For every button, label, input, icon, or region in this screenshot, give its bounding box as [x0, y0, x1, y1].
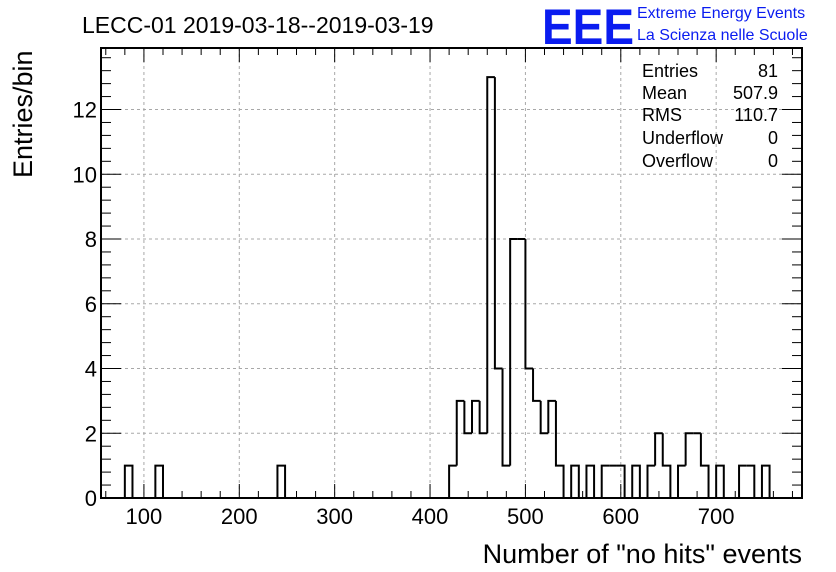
eee-logo: EEE Extreme Energy Events La Scienza nel…	[542, 0, 808, 55]
histogram-bin	[677, 464, 686, 498]
histogram-bin	[154, 464, 164, 498]
x-tick-label: 700	[698, 504, 735, 529]
histogram-bin	[448, 464, 457, 498]
y-tick-label: 12	[73, 98, 97, 123]
histogram-bin	[493, 77, 503, 370]
x-tick-label: 600	[602, 504, 639, 529]
stats-mean-value: 507.9	[733, 83, 778, 103]
stats-overflow-value: 0	[768, 151, 778, 171]
histogram-bin	[486, 76, 495, 434]
y-tick-label: 2	[85, 421, 97, 446]
y-tick-label: 4	[85, 357, 97, 382]
y-tick-label: 10	[73, 162, 97, 187]
histogram-bin	[509, 238, 518, 466]
logo-line-1: Extreme Energy Events	[637, 5, 805, 22]
histogram-bin	[547, 399, 556, 434]
x-tick-label: 200	[221, 504, 258, 529]
axis-ticks	[101, 48, 802, 499]
y-tick-label: 6	[85, 292, 97, 317]
histogram-bin	[539, 400, 549, 435]
histogram-bin	[738, 464, 747, 498]
histogram-bin	[524, 239, 534, 370]
histogram-bin	[715, 464, 725, 498]
chart-title: LECC-01 2019-03-18--2019-03-19	[82, 12, 434, 38]
histogram-bin	[554, 400, 565, 498]
x-axis-title: Number of "no hits" events	[483, 539, 802, 569]
histogram-bin	[760, 464, 771, 498]
logo-mark: EEE	[542, 0, 634, 55]
logo-line-2: La Scienza nelle Scuole	[637, 27, 808, 44]
histogram-bin	[276, 464, 287, 498]
histogram-bin	[471, 399, 480, 434]
y-tick-label: 0	[85, 486, 97, 511]
tick-labels: 100 200 300 400 500 600 700 0 2 4 6 8 10 12	[73, 98, 735, 529]
histogram-bin	[699, 433, 710, 498]
histogram-bins	[123, 76, 771, 498]
x-tick-label: 400	[412, 504, 449, 529]
histogram-bin	[661, 433, 672, 498]
stats-entries-label: Entries	[642, 61, 698, 81]
plot-frame	[100, 47, 803, 499]
histogram-bin	[631, 464, 641, 498]
histogram-bin	[570, 464, 580, 498]
histogram-bin	[684, 432, 694, 466]
histogram-bin	[600, 464, 610, 498]
histogram-bin	[455, 399, 465, 466]
histogram-bin	[646, 464, 656, 498]
histogram-bin	[616, 464, 626, 498]
histogram-bin	[123, 464, 134, 498]
histogram-bin	[478, 400, 488, 435]
stats-box: Entries 81 Mean 507.9 RMS 110.7 Underflo…	[642, 61, 778, 171]
x-tick-label: 300	[316, 504, 353, 529]
stats-rms-label: RMS	[642, 105, 682, 125]
x-tick-label: 500	[507, 504, 544, 529]
stats-underflow-value: 0	[768, 128, 778, 148]
stats-entries-value: 81	[758, 61, 778, 81]
y-tick-label: 8	[85, 227, 97, 252]
y-axis-title: Entries/bin	[8, 50, 38, 178]
histogram-bin	[532, 368, 541, 402]
stats-underflow-label: Underflow	[642, 128, 724, 148]
x-tick-label: 100	[126, 504, 163, 529]
histogram-bin	[746, 464, 756, 498]
histogram-bin	[654, 432, 663, 466]
stats-rms-value: 110.7	[734, 105, 778, 125]
histogram-bin	[585, 464, 596, 498]
grid	[101, 48, 802, 498]
histogram-bin	[501, 368, 511, 467]
histogram-bin	[463, 400, 473, 435]
stats-mean-label: Mean	[642, 83, 687, 103]
stats-overflow-label: Overflow	[642, 151, 714, 171]
